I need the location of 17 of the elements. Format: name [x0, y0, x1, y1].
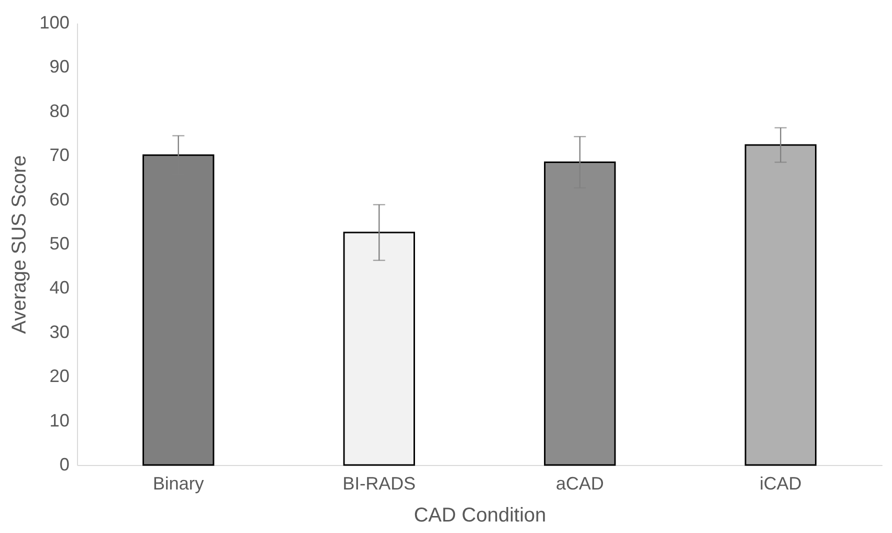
y-tick-label: 20: [49, 366, 70, 386]
y-tick-label: 70: [49, 145, 70, 166]
x-tick-label: Binary: [152, 474, 204, 494]
x-axis-title: CAD Condition: [414, 504, 546, 526]
y-tick-label: 40: [49, 278, 70, 298]
x-tick-label: iCAD: [760, 474, 802, 494]
y-tick-label: 100: [39, 12, 70, 32]
y-tick-label: 60: [49, 189, 70, 210]
y-tick-label: 10: [49, 410, 70, 430]
y-tick-label: 0: [59, 454, 70, 474]
y-tick-label: 50: [49, 234, 70, 254]
y-tick-label: 90: [49, 56, 70, 77]
y-tick-label: 30: [49, 322, 70, 342]
x-tick-label: aCAD: [556, 474, 604, 494]
y-axis-title: Average SUS Score: [8, 155, 30, 334]
y-tick-label: 80: [49, 100, 70, 121]
x-tick-label: BI-RADS: [342, 474, 416, 494]
